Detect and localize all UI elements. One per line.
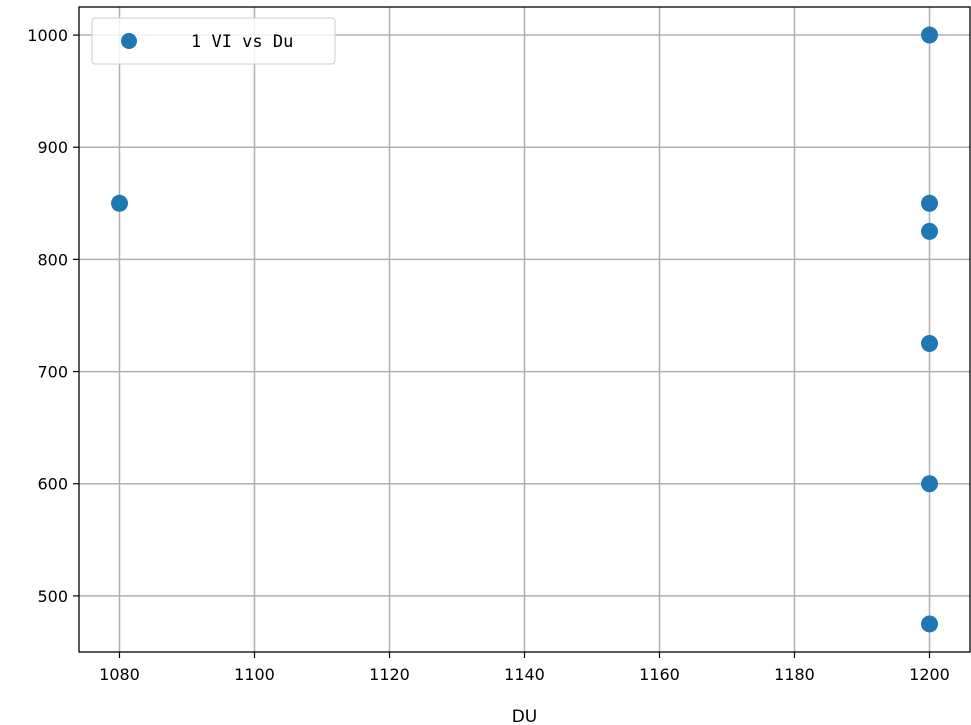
x-tick-label: 1160 (639, 665, 680, 684)
data-point (921, 222, 938, 240)
data-points (111, 26, 938, 633)
legend-marker (121, 33, 137, 49)
data-point (921, 615, 938, 633)
x-axis-ticks: 1080 1100 1120 1140 1160 1180 1200 (99, 652, 950, 684)
y-tick-label: 500 (37, 587, 68, 606)
data-point (111, 194, 128, 212)
x-tick-label: 1100 (234, 665, 275, 684)
legend-label: 1 VI vs Du (191, 32, 293, 52)
y-tick-label: 600 (37, 475, 68, 494)
y-tick-label: 900 (37, 138, 68, 157)
y-tick-label: 1000 (27, 26, 68, 45)
y-axis-ticks: 500 600 700 800 900 1000 (27, 26, 79, 606)
x-tick-label: 1180 (774, 665, 815, 684)
y-tick-label: 800 (37, 250, 68, 269)
x-tick-label: 1080 (99, 665, 140, 684)
data-point (921, 335, 938, 353)
grid (79, 7, 970, 652)
y-tick-label: 700 (37, 363, 68, 382)
x-tick-label: 1140 (504, 665, 545, 684)
x-axis-label: DU (512, 707, 538, 725)
data-point (921, 194, 938, 212)
data-point (921, 26, 938, 44)
x-tick-label: 1200 (909, 665, 950, 684)
x-tick-label: 1120 (369, 665, 410, 684)
data-point (921, 475, 938, 493)
legend-box (91, 17, 336, 65)
legend: 1 VI vs Du (91, 17, 336, 65)
